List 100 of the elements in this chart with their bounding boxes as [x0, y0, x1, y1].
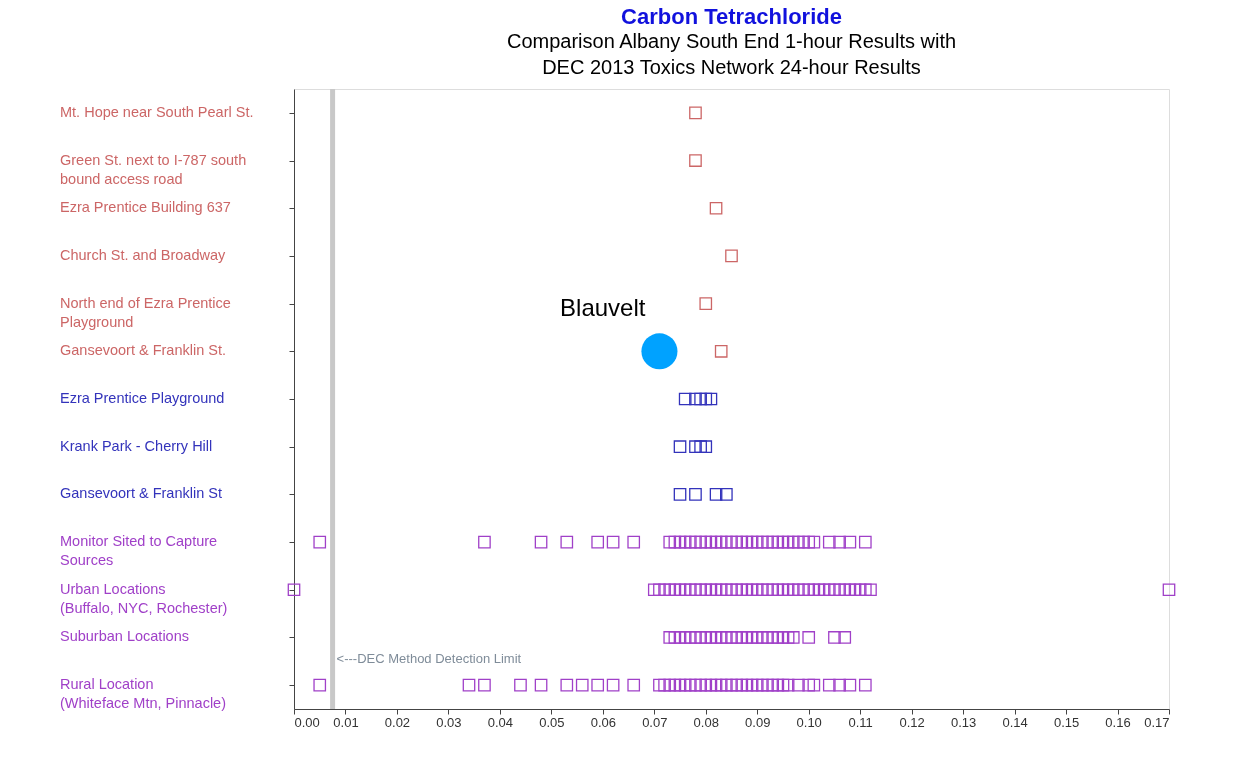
y-tick-label: Gansevoort & Franklin St	[60, 485, 222, 502]
point	[704, 392, 718, 406]
point	[709, 488, 723, 501]
point	[838, 583, 852, 597]
point	[653, 678, 666, 692]
point	[853, 583, 867, 597]
point	[812, 583, 826, 597]
point	[771, 678, 785, 692]
point	[720, 678, 733, 692]
point	[462, 678, 476, 692]
point	[653, 583, 666, 597]
x-tick-label: 0.12	[899, 714, 925, 730]
point	[761, 535, 774, 549]
point	[678, 392, 692, 406]
y-tick-label: Ezra Prentice Building 637	[60, 199, 231, 216]
point	[828, 631, 841, 644]
x-tick-label: 0.05	[539, 714, 565, 730]
chart-title: Carbon Tetrachloride	[621, 3, 842, 29]
point	[761, 678, 774, 692]
point	[709, 201, 723, 215]
x-tick-label: 0.09	[745, 714, 771, 730]
point	[694, 535, 707, 549]
point	[313, 678, 327, 692]
y-tick-label: Krank Park - Cherry Hill	[60, 437, 213, 454]
point	[714, 344, 728, 358]
point	[735, 631, 749, 644]
point	[792, 583, 805, 597]
point	[668, 535, 682, 549]
x-tick-label: 0.01	[333, 714, 359, 730]
point	[478, 535, 491, 549]
point	[689, 678, 702, 692]
point	[766, 535, 780, 549]
y-tick-label: Gansevoort & Franklin St.	[60, 342, 227, 359]
x-tick-label: 0.15	[1053, 714, 1080, 730]
point	[807, 678, 821, 692]
point	[725, 678, 738, 692]
point	[689, 106, 702, 120]
point	[560, 678, 574, 692]
x-tick-label: 0.14	[1002, 714, 1028, 730]
point	[714, 583, 728, 597]
point	[776, 678, 790, 692]
point	[678, 583, 692, 597]
point	[730, 631, 743, 644]
x-tick-label: 0.17	[1144, 714, 1170, 730]
point	[714, 535, 728, 549]
point	[725, 631, 738, 644]
point	[786, 583, 800, 597]
point	[709, 631, 723, 644]
point	[745, 583, 759, 597]
point	[699, 392, 713, 406]
point	[709, 678, 723, 692]
point	[694, 678, 707, 692]
point	[689, 392, 702, 406]
point	[725, 583, 738, 597]
point	[699, 631, 713, 644]
point	[730, 583, 743, 597]
point	[843, 678, 857, 692]
point	[694, 583, 707, 597]
point	[699, 583, 713, 597]
point	[786, 535, 800, 549]
point	[750, 678, 764, 692]
x-tick-label: 0.16	[1105, 714, 1131, 730]
y-tick-label: Ezra Prentice Playground	[60, 390, 225, 406]
point	[858, 583, 872, 597]
point	[786, 631, 800, 644]
y-tick-label: North end of Ezra Prentice Playground	[60, 294, 231, 330]
point	[658, 678, 671, 692]
point	[833, 535, 846, 549]
point	[575, 678, 589, 692]
point	[714, 678, 728, 692]
point	[833, 678, 846, 692]
ref-line-label: <---DEC Method Detection Limit	[336, 651, 522, 667]
point	[658, 583, 671, 597]
point	[828, 583, 841, 597]
point	[668, 583, 682, 597]
point	[771, 535, 785, 549]
point	[478, 678, 491, 692]
point	[683, 535, 697, 549]
point	[735, 535, 749, 549]
y-tick-label: Urban Locations (Buffalo, NYC, Rochester)	[60, 580, 228, 616]
point	[678, 535, 692, 549]
point	[663, 583, 677, 597]
point	[802, 678, 816, 692]
point	[534, 535, 548, 549]
point	[802, 631, 816, 644]
point	[771, 631, 785, 644]
point	[694, 440, 707, 454]
series-label: Blauvelt	[560, 294, 646, 322]
y-tick-label: Rural Location (Whiteface Mtn, Pinnacle)	[60, 676, 227, 712]
point	[534, 678, 548, 692]
point	[745, 678, 759, 692]
point	[709, 583, 723, 597]
point	[740, 535, 754, 549]
point	[1162, 583, 1176, 597]
x-tick-label: 0.06	[590, 714, 616, 730]
point	[663, 631, 677, 644]
point	[730, 678, 743, 692]
y-tick-label: Mt. Hope near South Pearl St.	[60, 103, 254, 120]
point	[683, 631, 697, 644]
point	[678, 678, 692, 692]
